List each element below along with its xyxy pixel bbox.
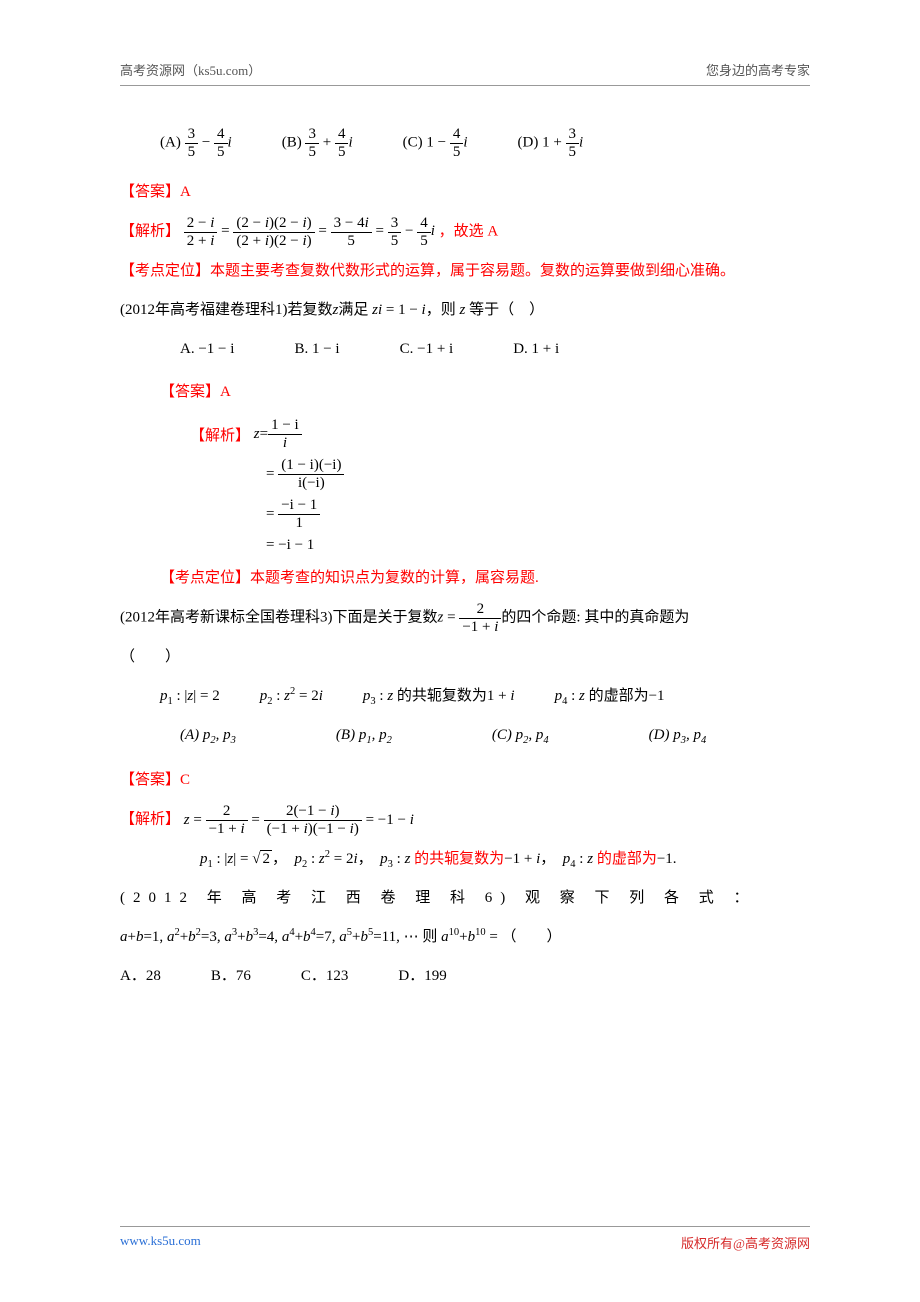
q1-options: (A) 35 − 45i (B) 35 + 45i (C) 1 − 45i (D… <box>120 126 810 160</box>
q1-optD-label: (D) <box>518 134 539 150</box>
q3-analysis: 【解析】 z = 2−1 + i = 2(−1 − i)(−1 + i)(−1 … <box>120 803 810 837</box>
q3-blank: （ ） <box>120 641 810 674</box>
q3-detail: p1 : |z| = √2， p2 : z2 = 2i， p3 : z 的共轭复… <box>120 843 810 876</box>
q1-analysis: 【解析】 2 − i2 + i = (2 − i)(2 − i)(2 + i)(… <box>120 215 810 249</box>
q4-stem: (2012 年 高 考 江 西 卷 理 科 6) 观 察 下 列 各 式 ： <box>120 882 810 915</box>
q1-point: 【考点定位】本题主要考查复数代数形式的运算，属于容易题。复数的运算要做到细心准确… <box>120 255 810 288</box>
footer-link[interactable]: www.ks5u.com <box>120 1233 201 1252</box>
q1-optB-label: (B) <box>282 134 302 150</box>
q3-answer: 【答案】C <box>120 764 810 797</box>
q4-options: A．28 B．76 C．123 D．199 <box>120 960 810 993</box>
q1-optA-label: (A) <box>160 134 181 150</box>
page-footer: www.ks5u.com 版权所有@高考资源网 <box>120 1226 810 1252</box>
q3-options: (A) p2, p3 (B) p1, p2 (C) p2, p4 (D) p3,… <box>120 727 810 746</box>
q2-answer: 【答案】A <box>120 376 810 409</box>
q1-answer: 【答案】A <box>120 176 810 209</box>
q3-propositions: p1 : |z| = 2 p2 : z2 = 2i p3 : z 的共轭复数为1… <box>120 680 810 713</box>
footer-rights: 版权所有@高考资源网 <box>681 1233 810 1252</box>
q2-options: A. −1 − i B. 1 − i C. −1 + i D. 1 + i <box>120 341 810 358</box>
q4-expr: a+b=1, a2+b2=3, a3+b3=4, a4+b4=7, a5+b5=… <box>120 921 810 954</box>
q2-analysis: 【解析】 z = 1 − ii = (1 − i)(−i)i(−i) = −i … <box>120 417 810 554</box>
q1-optC-label: (C) <box>403 134 423 150</box>
header-right: 您身边的高考专家 <box>706 60 810 79</box>
q2-stem: (2012年高考福建卷理科1)若复数z满足 zi = 1 − i，则 z 等于（… <box>120 294 810 327</box>
q2-point: 【考点定位】本题考查的知识点为复数的计算，属容易题. <box>120 562 810 595</box>
q3-stem: (2012年高考新课标全国卷理科3)下面是关于复数z = 2−1 + i的四个命… <box>120 601 810 635</box>
header-left: 高考资源网（ks5u.com） <box>120 60 261 79</box>
